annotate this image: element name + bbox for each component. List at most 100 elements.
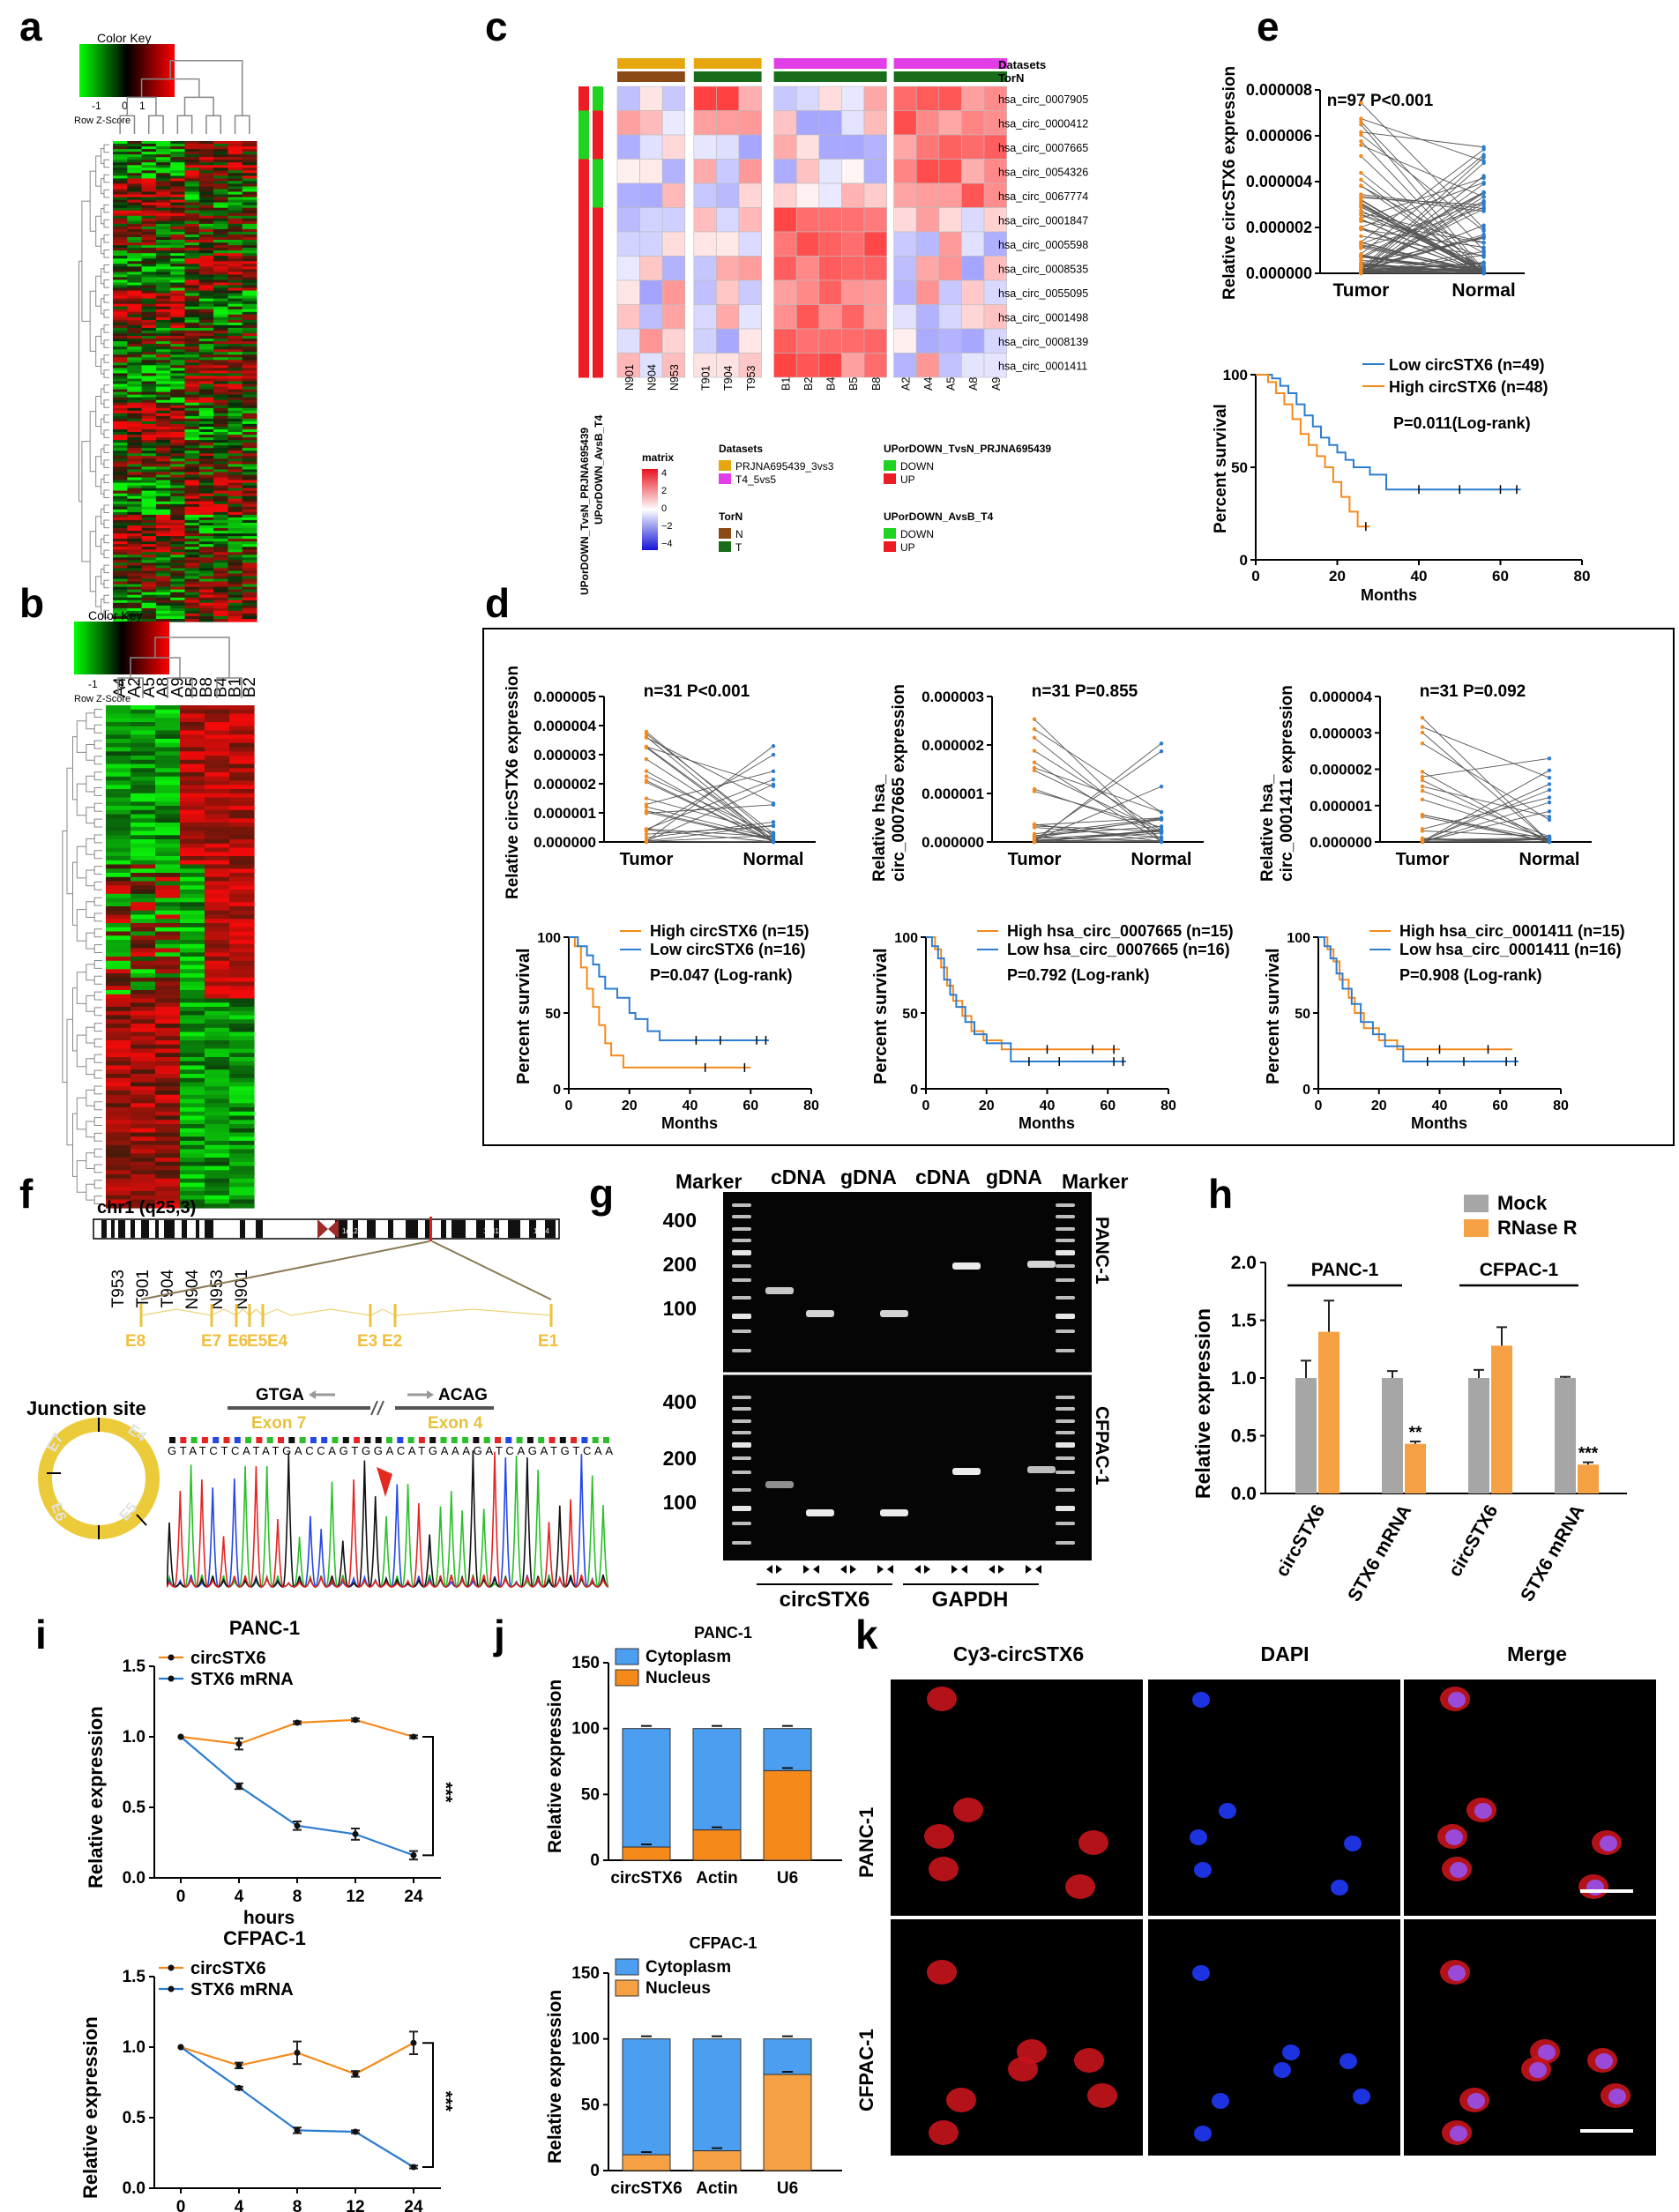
heatmap-cell (616, 279, 640, 305)
tumor-point (644, 835, 649, 840)
key-tick-b-0: -1 (88, 678, 98, 690)
heatmap-cell (205, 742, 230, 749)
heatmap-cell (205, 952, 230, 957)
exon-label: E2 (382, 1332, 402, 1351)
y-tick-label: 0.000003 (922, 689, 984, 705)
heatmap-cell (229, 793, 255, 799)
heatmap-cell (198, 202, 214, 206)
heatmap-cell (228, 474, 243, 479)
heatmap-cell (184, 368, 200, 371)
panel-letters: a b c d e f g h i j k (19, 4, 1280, 1657)
gel-cell-line-0: PANC-1 (1092, 1217, 1112, 1285)
heatmap-cell (113, 212, 128, 217)
heatmap-cell (141, 279, 157, 283)
heatmap-cell (141, 610, 157, 614)
heatmap-cell (198, 181, 214, 184)
heatmap-cell (213, 314, 228, 318)
heatmap-cell (106, 742, 131, 749)
heatmap-cell (198, 394, 214, 398)
heatmap-cell (213, 437, 228, 441)
heatmap-cell (213, 226, 228, 230)
heatmap-cell (198, 613, 214, 617)
heatmap-cell (229, 919, 255, 924)
heatmap-cell (155, 461, 171, 465)
heatmap-cell (228, 485, 243, 489)
heatmap-cell (170, 250, 186, 254)
normal-point (1547, 839, 1552, 845)
heatmap-cell (106, 1053, 131, 1058)
heatmap-column-label: B1 (780, 377, 792, 391)
heatmap-cell (228, 220, 243, 225)
heatmap-cell (228, 600, 243, 604)
heatmap-cell (141, 472, 157, 475)
j-category-label: U6 (777, 1869, 798, 1888)
heatmap-cell (170, 594, 186, 599)
heatmap-cell (242, 528, 257, 532)
heatmap-cell (229, 722, 255, 727)
heatmap-cell (127, 435, 143, 438)
legend-avsb-1: UP (900, 541, 915, 554)
paired-line (645, 824, 774, 842)
heatmap-cell (170, 327, 186, 331)
heatmap-row-label: hsa_circ_0005598 (998, 239, 1088, 251)
h-group-label: CFPAC-1 (1480, 1260, 1559, 1280)
heatmap-cell (242, 555, 257, 558)
heatmap-cell (180, 1069, 205, 1075)
annotation-torn (617, 71, 641, 82)
heatmap-cell (127, 378, 143, 383)
merged-nucleus (1600, 1836, 1617, 1851)
heatmap-cell (180, 986, 205, 991)
heatmap-cell (205, 1107, 230, 1113)
x-tick-label: 40 (1411, 568, 1428, 585)
heatmap-cell (127, 309, 143, 313)
h-bar (1318, 1331, 1339, 1493)
chromosome-band (256, 1220, 263, 1238)
microscopy-field (1404, 1679, 1656, 1916)
heatmap-cell (205, 718, 230, 723)
heatmap-cell (127, 266, 143, 270)
merged-nucleus (1450, 1862, 1467, 1878)
heatmap-cell (205, 1199, 230, 1204)
gel-band (880, 1310, 908, 1317)
heatmap-cell (213, 354, 228, 358)
d-paired-plot: 0.0000000.0000010.0000020.0000030.000004… (504, 666, 816, 899)
gel-band (952, 1262, 981, 1270)
heatmap-cell (228, 607, 243, 612)
paired-line (1034, 786, 1162, 841)
heatmap-cell (155, 245, 171, 249)
heatmap-cell (180, 1128, 205, 1134)
heatmap-cell (155, 181, 171, 184)
heatmap-cell (113, 523, 128, 526)
heatmap-cell (127, 285, 143, 289)
heatmap-cell (242, 586, 257, 591)
heatmap-cell (198, 466, 214, 470)
heatmap-cell (141, 207, 157, 212)
heatmap-cell (213, 482, 228, 487)
heatmap-cell (106, 1077, 131, 1084)
ladder-band (732, 1396, 751, 1399)
heatmap-cell (170, 523, 186, 526)
heatmap-cell (141, 562, 157, 566)
heatmap-cell (155, 1019, 181, 1024)
i-point (235, 2084, 243, 2091)
heatmap-cell (131, 881, 156, 886)
paired-line (1361, 154, 1484, 255)
heatmap-cell (106, 885, 131, 890)
heatmap-cell (228, 399, 243, 404)
heatmap-cell (155, 311, 171, 316)
heatmap-cell (938, 256, 962, 281)
dapi-nucleus (1273, 2062, 1291, 2078)
heatmap-cell (141, 306, 157, 310)
heatmap-cell (141, 384, 157, 388)
normal-point (1159, 830, 1164, 835)
heatmap-cell (141, 573, 157, 577)
heatmap-cell (228, 503, 243, 508)
heatmap-cell (198, 498, 214, 503)
heatmap-cell (127, 381, 143, 385)
heatmap-cell (113, 509, 128, 513)
heatmap-cell (127, 562, 143, 566)
heatmap-cell (141, 301, 157, 305)
exon-left-label: Exon 7 (251, 1414, 306, 1433)
d-km-legend-high: High circSTX6 (n=15) (650, 922, 810, 940)
heatmap-cell (127, 178, 143, 182)
